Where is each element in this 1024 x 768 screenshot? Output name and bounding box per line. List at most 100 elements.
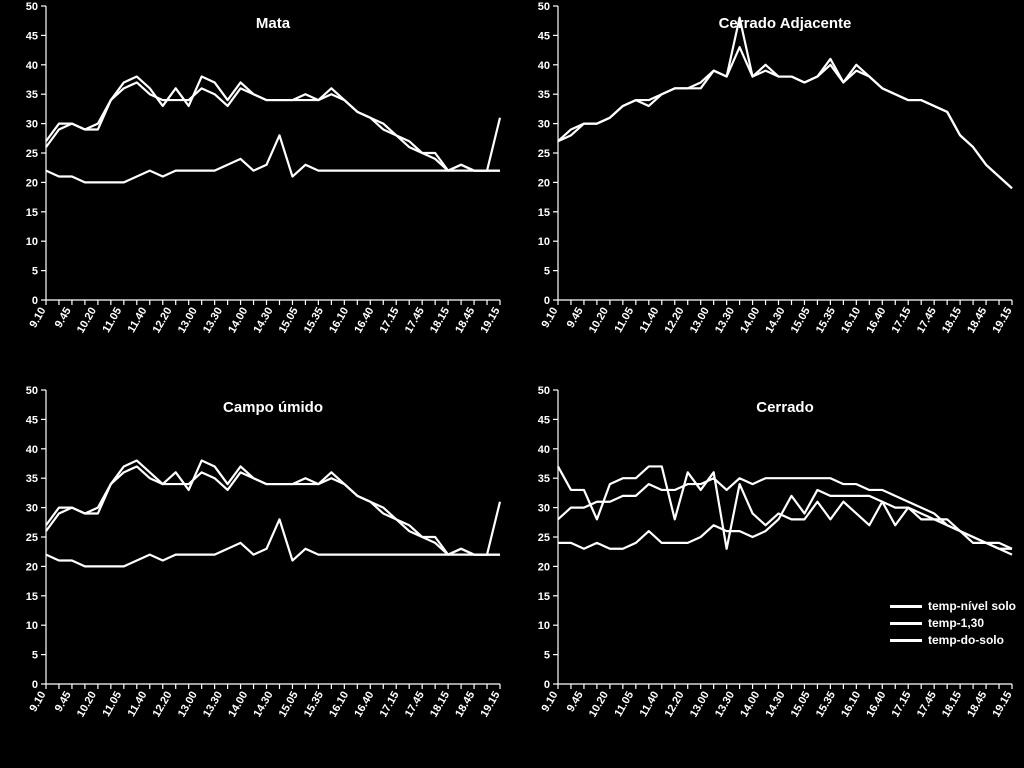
chart-grid: 051015202530354045509.109.4510.2011.0511…	[0, 0, 1024, 768]
panel-cerrado-adjacente: 051015202530354045509.109.4510.2011.0511…	[512, 0, 1024, 384]
svg-text:12.20: 12.20	[151, 306, 175, 336]
panel-mata: 051015202530354045509.109.4510.2011.0511…	[0, 0, 512, 384]
svg-text:50: 50	[538, 385, 550, 397]
svg-text:20: 20	[26, 177, 38, 189]
series-temp-nivel-solo	[558, 18, 1012, 189]
legend-item: temp-do-solo	[890, 633, 1016, 647]
svg-text:15: 15	[538, 207, 550, 219]
svg-text:11.40: 11.40	[126, 306, 150, 335]
svg-text:30: 30	[26, 503, 38, 515]
svg-text:16.40: 16.40	[352, 306, 376, 336]
svg-text:18.15: 18.15	[940, 690, 964, 720]
svg-text:11.05: 11.05	[100, 306, 124, 335]
svg-text:11.05: 11.05	[100, 690, 124, 719]
svg-text:16.10: 16.10	[839, 690, 863, 720]
svg-text:12.20: 12.20	[663, 690, 687, 720]
svg-text:5: 5	[32, 650, 38, 662]
svg-text:40: 40	[26, 444, 38, 456]
svg-text:45: 45	[26, 30, 38, 42]
svg-text:11.05: 11.05	[612, 690, 636, 719]
svg-text:13.00: 13.00	[176, 690, 200, 720]
svg-text:16.40: 16.40	[352, 690, 376, 720]
svg-text:16.40: 16.40	[864, 690, 888, 720]
svg-text:30: 30	[538, 503, 550, 515]
svg-text:14.00: 14.00	[738, 690, 762, 720]
svg-text:Mata: Mata	[256, 15, 291, 32]
svg-text:19.15: 19.15	[990, 690, 1014, 720]
svg-text:20: 20	[538, 177, 550, 189]
svg-text:10: 10	[26, 236, 38, 248]
svg-text:10.20: 10.20	[75, 306, 99, 336]
svg-text:35: 35	[26, 473, 38, 485]
panel-campo-umido: 051015202530354045509.109.4510.2011.0511…	[0, 384, 512, 768]
svg-text:17.45: 17.45	[403, 690, 427, 720]
svg-text:Cerrado: Cerrado	[756, 399, 814, 416]
svg-text:17.15: 17.15	[378, 306, 402, 336]
series-temp-do-solo	[46, 135, 500, 182]
svg-text:Campo úmido: Campo úmido	[223, 399, 323, 416]
svg-text:14.30: 14.30	[763, 306, 787, 336]
svg-text:15.35: 15.35	[814, 306, 838, 336]
svg-text:0: 0	[544, 679, 550, 691]
svg-text:16.10: 16.10	[327, 306, 351, 336]
svg-text:19.15: 19.15	[990, 306, 1014, 336]
series-temp-do-solo	[46, 519, 500, 566]
svg-text:18.45: 18.45	[965, 690, 989, 720]
svg-text:17.15: 17.15	[378, 690, 402, 720]
svg-text:50: 50	[26, 1, 38, 13]
svg-text:45: 45	[538, 30, 550, 42]
legend-swatch	[890, 622, 922, 625]
svg-text:9.45: 9.45	[53, 690, 74, 715]
legend-item: temp-1,30	[890, 616, 1016, 630]
svg-text:15: 15	[26, 207, 38, 219]
svg-text:19.15: 19.15	[478, 690, 502, 720]
svg-text:35: 35	[538, 473, 550, 485]
svg-text:15.35: 15.35	[814, 690, 838, 720]
svg-text:14.30: 14.30	[251, 306, 275, 336]
svg-text:16.40: 16.40	[864, 306, 888, 336]
svg-text:30: 30	[538, 119, 550, 131]
svg-text:17.45: 17.45	[403, 306, 427, 336]
svg-text:15: 15	[26, 591, 38, 603]
svg-text:45: 45	[26, 414, 38, 426]
legend-label: temp-1,30	[928, 616, 984, 630]
series-temp-1-30	[46, 466, 500, 554]
svg-text:9.45: 9.45	[565, 306, 586, 331]
svg-text:14.30: 14.30	[251, 690, 275, 720]
svg-text:14.00: 14.00	[738, 306, 762, 336]
svg-text:10: 10	[538, 236, 550, 248]
svg-text:14.00: 14.00	[226, 306, 250, 336]
svg-text:10.20: 10.20	[587, 690, 611, 720]
legend-label: temp-do-solo	[928, 633, 1004, 647]
svg-text:12.20: 12.20	[663, 306, 687, 336]
svg-text:0: 0	[544, 295, 550, 307]
svg-text:14.00: 14.00	[226, 690, 250, 720]
svg-text:9.45: 9.45	[565, 690, 586, 715]
svg-text:40: 40	[538, 444, 550, 456]
svg-text:9.10: 9.10	[27, 306, 48, 331]
svg-text:15.05: 15.05	[789, 306, 813, 336]
svg-text:0: 0	[32, 679, 38, 691]
series-temp-1-30	[558, 47, 1012, 188]
svg-text:13.00: 13.00	[688, 306, 712, 336]
svg-text:17.15: 17.15	[890, 306, 914, 336]
svg-text:11.40: 11.40	[638, 690, 662, 719]
svg-text:15.35: 15.35	[302, 690, 326, 720]
svg-text:18.45: 18.45	[965, 306, 989, 336]
svg-text:17.45: 17.45	[915, 306, 939, 336]
svg-text:25: 25	[26, 532, 38, 544]
svg-text:5: 5	[544, 650, 550, 662]
svg-text:14.30: 14.30	[763, 690, 787, 720]
svg-text:40: 40	[538, 60, 550, 72]
svg-text:13.30: 13.30	[713, 690, 737, 720]
series-temp-1-30	[46, 82, 500, 170]
svg-text:25: 25	[26, 148, 38, 160]
svg-text:20: 20	[26, 561, 38, 573]
svg-text:35: 35	[538, 89, 550, 101]
panel-cerrado: 051015202530354045509.109.4510.2011.0511…	[512, 384, 1024, 768]
legend-swatch	[890, 605, 922, 608]
svg-text:10: 10	[26, 620, 38, 632]
svg-text:13.30: 13.30	[201, 690, 225, 720]
svg-text:5: 5	[544, 266, 550, 278]
svg-text:13.30: 13.30	[713, 306, 737, 336]
